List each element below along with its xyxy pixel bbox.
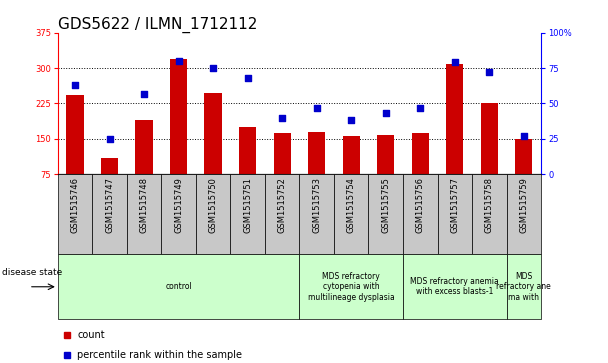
Text: GSM1515752: GSM1515752: [278, 177, 287, 233]
Point: [174, 58, 184, 64]
Point: [312, 105, 322, 111]
Bar: [239, 127, 257, 174]
Bar: [136, 120, 153, 174]
Bar: [403, 254, 506, 319]
Bar: [204, 93, 222, 174]
Text: GSM1515748: GSM1515748: [140, 177, 148, 233]
Bar: [403, 174, 438, 254]
Text: GSM1515757: GSM1515757: [451, 177, 459, 233]
Point: [70, 82, 80, 88]
Bar: [92, 174, 127, 254]
Bar: [472, 174, 506, 254]
Point: [209, 65, 218, 71]
Bar: [481, 103, 498, 174]
Text: GSM1515750: GSM1515750: [209, 177, 218, 233]
Text: GSM1515754: GSM1515754: [347, 177, 356, 233]
Text: GSM1515756: GSM1515756: [416, 177, 425, 233]
Text: GSM1515749: GSM1515749: [174, 177, 183, 233]
Point: [277, 115, 287, 121]
Bar: [377, 135, 395, 174]
Text: GSM1515758: GSM1515758: [485, 177, 494, 233]
Bar: [58, 254, 299, 319]
Text: control: control: [165, 282, 192, 291]
Bar: [299, 254, 403, 319]
Bar: [308, 132, 325, 174]
Bar: [265, 174, 299, 254]
Bar: [299, 174, 334, 254]
Bar: [506, 254, 541, 319]
Point: [415, 105, 425, 111]
Bar: [515, 139, 533, 174]
Bar: [127, 174, 161, 254]
Bar: [412, 133, 429, 174]
Point: [485, 69, 494, 75]
Bar: [368, 174, 403, 254]
Point: [381, 110, 390, 116]
Text: GSM1515746: GSM1515746: [71, 177, 80, 233]
Text: GSM1515755: GSM1515755: [381, 177, 390, 233]
Bar: [506, 174, 541, 254]
Bar: [334, 174, 368, 254]
Bar: [58, 174, 92, 254]
Point: [347, 118, 356, 123]
Bar: [161, 174, 196, 254]
Bar: [342, 136, 360, 174]
Text: GSM1515759: GSM1515759: [519, 177, 528, 233]
Bar: [274, 133, 291, 174]
Text: GDS5622 / ILMN_1712112: GDS5622 / ILMN_1712112: [58, 16, 257, 33]
Point: [105, 136, 114, 142]
Bar: [230, 174, 265, 254]
Point: [243, 75, 252, 81]
Point: [519, 133, 529, 139]
Bar: [196, 174, 230, 254]
Text: disease state: disease state: [2, 268, 62, 277]
Bar: [101, 158, 118, 174]
Text: count: count: [77, 330, 105, 340]
Text: GSM1515747: GSM1515747: [105, 177, 114, 233]
Text: percentile rank within the sample: percentile rank within the sample: [77, 350, 242, 360]
Text: MDS refractory
cytopenia with
multilineage dysplasia: MDS refractory cytopenia with multilinea…: [308, 272, 395, 302]
Text: MDS
refractory ane
ma with: MDS refractory ane ma with: [497, 272, 551, 302]
Point: [139, 91, 149, 97]
Bar: [438, 174, 472, 254]
Text: GSM1515751: GSM1515751: [243, 177, 252, 233]
Text: GSM1515753: GSM1515753: [312, 177, 321, 233]
Point: [450, 60, 460, 65]
Text: MDS refractory anemia
with excess blasts-1: MDS refractory anemia with excess blasts…: [410, 277, 499, 297]
Bar: [170, 58, 187, 174]
Bar: [66, 95, 84, 174]
Bar: [446, 64, 463, 174]
